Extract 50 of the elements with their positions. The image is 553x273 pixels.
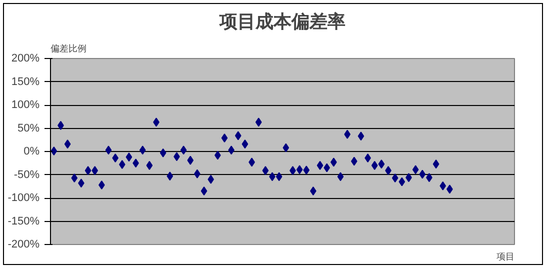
y-axis-title: 偏差比例 bbox=[50, 44, 86, 54]
y-tick-label: 50% bbox=[17, 122, 40, 134]
point bbox=[160, 148, 166, 158]
y-tick-label: -50% bbox=[14, 168, 40, 181]
point bbox=[440, 181, 446, 190]
point bbox=[419, 170, 426, 179]
point bbox=[262, 166, 269, 176]
point bbox=[242, 140, 248, 149]
point bbox=[316, 160, 324, 170]
point bbox=[64, 140, 71, 149]
point bbox=[378, 160, 385, 169]
point bbox=[71, 174, 78, 183]
point bbox=[358, 132, 364, 141]
point bbox=[276, 172, 282, 182]
point bbox=[350, 156, 358, 166]
point bbox=[84, 166, 92, 176]
point bbox=[208, 174, 214, 184]
point bbox=[337, 172, 344, 182]
point bbox=[126, 152, 132, 162]
y-tick-label: -200% bbox=[8, 238, 40, 250]
point bbox=[303, 166, 310, 175]
point bbox=[234, 131, 242, 140]
point bbox=[324, 163, 330, 172]
point bbox=[200, 186, 208, 196]
point bbox=[412, 165, 419, 174]
y-tick-label: -100% bbox=[8, 192, 40, 204]
point bbox=[139, 146, 146, 155]
chart-title: 项目成本偏差率 bbox=[218, 12, 346, 32]
point bbox=[392, 174, 398, 183]
x-axis-title: 项目 bbox=[496, 252, 514, 262]
point bbox=[105, 146, 112, 155]
y-tick-label: 0% bbox=[24, 146, 40, 158]
point bbox=[282, 143, 290, 152]
point bbox=[255, 118, 262, 127]
y-tick-label: 100% bbox=[11, 99, 40, 111]
point bbox=[166, 172, 174, 181]
point bbox=[118, 160, 126, 170]
y-tick-label: 150% bbox=[11, 76, 40, 88]
point bbox=[146, 160, 153, 170]
point bbox=[221, 134, 228, 143]
y-tick-label: 200% bbox=[11, 52, 40, 64]
point bbox=[187, 156, 194, 165]
y-tick-label: -150% bbox=[8, 215, 40, 228]
point bbox=[92, 166, 98, 176]
point bbox=[296, 165, 303, 174]
point bbox=[432, 160, 440, 169]
point bbox=[371, 160, 378, 170]
point bbox=[50, 146, 58, 156]
point bbox=[398, 177, 406, 186]
point bbox=[180, 146, 187, 155]
